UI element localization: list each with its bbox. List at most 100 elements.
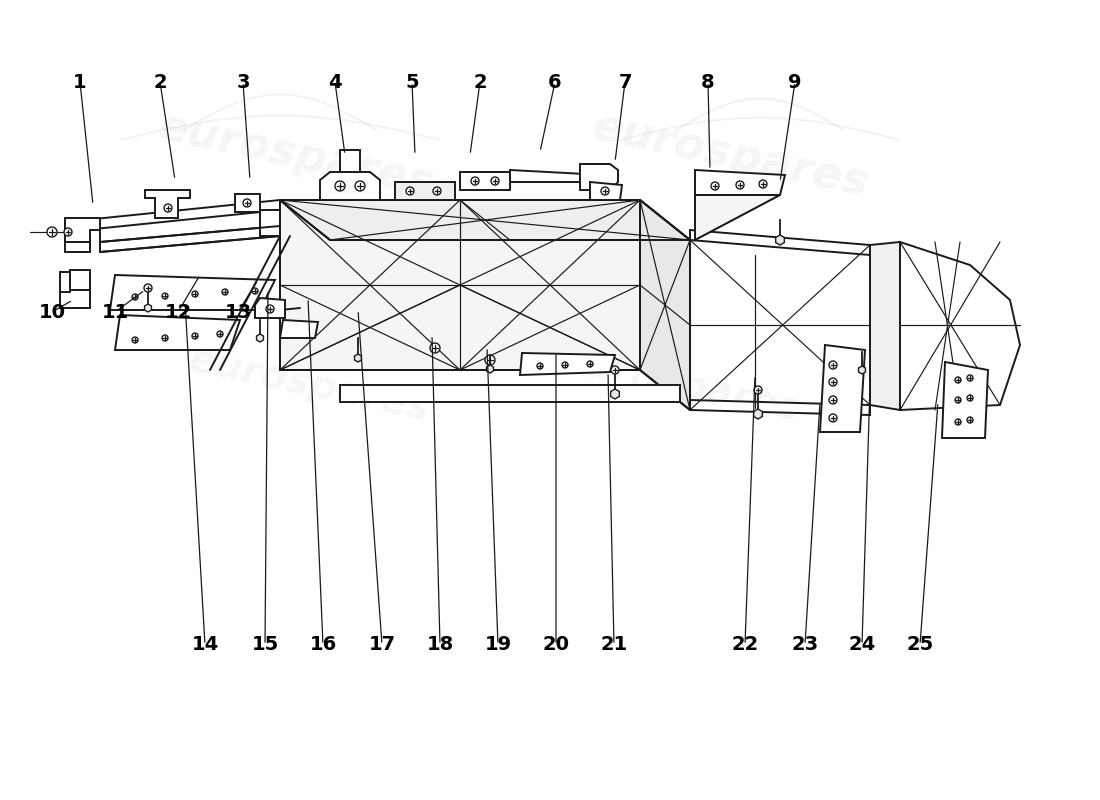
- Circle shape: [47, 227, 57, 237]
- Circle shape: [829, 378, 837, 386]
- Circle shape: [736, 181, 744, 189]
- Circle shape: [164, 204, 172, 212]
- Circle shape: [222, 289, 228, 295]
- Circle shape: [132, 337, 138, 343]
- Circle shape: [162, 293, 168, 299]
- Text: 19: 19: [484, 635, 512, 654]
- Circle shape: [955, 419, 961, 425]
- Circle shape: [829, 396, 837, 404]
- Circle shape: [192, 333, 198, 339]
- Text: 6: 6: [548, 73, 562, 91]
- Circle shape: [829, 361, 837, 369]
- Polygon shape: [640, 200, 690, 410]
- Polygon shape: [144, 304, 152, 312]
- Polygon shape: [256, 334, 264, 342]
- Text: 5: 5: [405, 73, 419, 91]
- Polygon shape: [280, 200, 640, 370]
- Polygon shape: [340, 150, 360, 172]
- Text: 18: 18: [427, 635, 453, 654]
- Text: 15: 15: [252, 635, 278, 654]
- Text: 13: 13: [224, 302, 252, 322]
- Circle shape: [406, 187, 414, 195]
- Text: 21: 21: [601, 635, 628, 654]
- Polygon shape: [60, 288, 90, 308]
- Circle shape: [243, 199, 251, 207]
- Polygon shape: [900, 242, 1020, 410]
- Polygon shape: [280, 200, 690, 240]
- Polygon shape: [754, 409, 762, 419]
- Polygon shape: [65, 200, 280, 232]
- Text: 10: 10: [39, 302, 66, 322]
- Circle shape: [355, 181, 365, 191]
- Circle shape: [759, 180, 767, 188]
- Polygon shape: [520, 353, 615, 375]
- Text: 23: 23: [791, 635, 818, 654]
- Text: 25: 25: [906, 635, 934, 654]
- Circle shape: [485, 355, 495, 365]
- Circle shape: [162, 335, 168, 341]
- Polygon shape: [235, 194, 260, 212]
- Polygon shape: [510, 170, 585, 182]
- Circle shape: [433, 187, 441, 195]
- Polygon shape: [116, 315, 240, 350]
- Text: 22: 22: [732, 635, 759, 654]
- Polygon shape: [100, 226, 280, 252]
- Circle shape: [967, 417, 974, 423]
- Circle shape: [144, 284, 152, 292]
- Polygon shape: [486, 365, 494, 373]
- Circle shape: [537, 363, 543, 369]
- Polygon shape: [776, 235, 784, 245]
- Polygon shape: [65, 218, 100, 242]
- Polygon shape: [690, 400, 870, 415]
- Polygon shape: [858, 366, 866, 374]
- Polygon shape: [942, 362, 988, 438]
- Circle shape: [562, 362, 568, 368]
- Circle shape: [955, 397, 961, 403]
- Polygon shape: [580, 164, 618, 190]
- Text: 11: 11: [101, 302, 129, 322]
- Polygon shape: [690, 230, 870, 255]
- Circle shape: [217, 331, 223, 337]
- Circle shape: [132, 294, 138, 300]
- Circle shape: [967, 395, 974, 401]
- Circle shape: [601, 187, 609, 195]
- Text: 4: 4: [328, 73, 342, 91]
- Circle shape: [266, 305, 274, 313]
- Circle shape: [955, 377, 961, 383]
- Circle shape: [64, 228, 72, 236]
- Circle shape: [829, 414, 837, 422]
- Polygon shape: [590, 182, 621, 200]
- Circle shape: [471, 177, 478, 185]
- Polygon shape: [110, 275, 275, 310]
- Polygon shape: [255, 298, 285, 318]
- Circle shape: [430, 343, 440, 353]
- Polygon shape: [820, 345, 865, 432]
- Polygon shape: [395, 182, 455, 200]
- Circle shape: [967, 375, 974, 381]
- Polygon shape: [280, 320, 318, 338]
- Polygon shape: [60, 272, 70, 292]
- Text: 20: 20: [542, 635, 570, 654]
- Text: 17: 17: [368, 635, 396, 654]
- Text: 12: 12: [164, 302, 191, 322]
- Text: 14: 14: [191, 635, 219, 654]
- Text: 16: 16: [309, 635, 337, 654]
- Circle shape: [336, 181, 345, 191]
- Text: 7: 7: [618, 73, 631, 91]
- Polygon shape: [65, 242, 90, 252]
- Text: 9: 9: [789, 73, 802, 91]
- Circle shape: [754, 386, 762, 394]
- Text: 8: 8: [701, 73, 715, 91]
- Polygon shape: [145, 190, 190, 218]
- Text: 2: 2: [473, 73, 487, 91]
- Text: eurospares: eurospares: [556, 341, 804, 429]
- Circle shape: [587, 361, 593, 367]
- Polygon shape: [460, 172, 510, 190]
- Polygon shape: [870, 242, 900, 410]
- Circle shape: [491, 177, 499, 185]
- Polygon shape: [354, 354, 362, 362]
- Circle shape: [252, 288, 258, 294]
- Polygon shape: [695, 170, 785, 195]
- Polygon shape: [340, 385, 680, 402]
- Text: 3: 3: [236, 73, 250, 91]
